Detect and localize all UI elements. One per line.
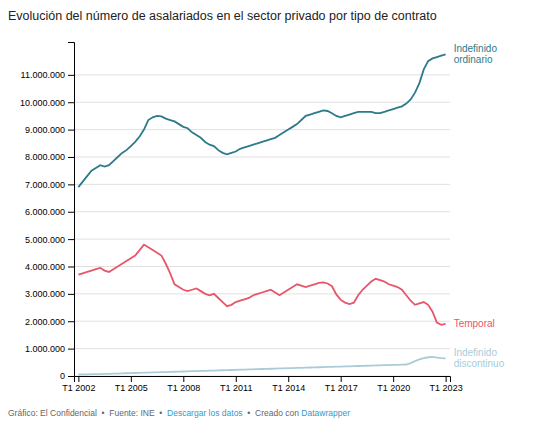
grid-line [74, 156, 450, 157]
y-tick-label: 0 [60, 371, 65, 381]
y-tick-mark [68, 212, 74, 213]
grid-line [74, 184, 450, 185]
grid-line [74, 74, 450, 75]
y-tick-label: 7.000.000 [25, 180, 65, 190]
y-tick-mark [68, 102, 74, 103]
footnote-part: Descargar los datos [167, 408, 243, 418]
x-tick-label: T1 2020 [377, 383, 410, 393]
lines [78, 54, 445, 374]
x-tick-label: T1 2014 [272, 383, 305, 393]
y-tick: 11.000.000 [21, 70, 74, 80]
title: Evolución del número de asalariados en e… [8, 9, 437, 23]
x-tick-mark [78, 376, 79, 382]
y-axis-line [68, 43, 75, 377]
x-tick-label: T1 2023 [430, 383, 463, 393]
y-tick-label: 11.000.000 [21, 70, 65, 80]
x-tick-mark [446, 376, 447, 382]
series-labels: Indefinidoordinario Temporal Indefinidodis… [454, 42, 505, 369]
series-label: Temporal [454, 318, 495, 329]
grid-line [74, 102, 450, 103]
x-tick: T1 2002 [62, 376, 95, 393]
series-line [78, 54, 445, 187]
x-tick-label: T1 2002 [62, 383, 95, 393]
y-tick-mark [68, 266, 74, 267]
grid-line [74, 321, 450, 322]
y-tick: 4.000.000 [25, 262, 74, 272]
x-tick-mark [341, 376, 342, 382]
x-tick: T1 2017 [325, 376, 358, 393]
y-axis: 0 1.000.000 2.000.000 3.000.000 4.000.000 5.0… [20, 43, 75, 382]
y-tick-mark [68, 294, 74, 295]
series-label: Indefinidodiscontinuo [454, 346, 505, 369]
y-tick-label: 1.000.000 [25, 344, 65, 354]
chart: Evolución del número de asalariados en e… [0, 0, 550, 424]
y-tick: 10.000.000 [20, 98, 74, 108]
y-tick-mark [68, 321, 74, 322]
series-label: Indefinidoordinario [454, 42, 498, 65]
y-tick: 1.000.000 [25, 344, 74, 354]
y-tick-mark [68, 349, 74, 350]
y-tick-mark [68, 130, 74, 131]
x-axis: T1 2002 T1 2005 T1 2008 T1 2011 T1 2014 T1 20… [62, 376, 462, 393]
x-tick: T1 2020 [377, 376, 410, 393]
x-tick-mark [236, 376, 237, 382]
grid-line [74, 129, 450, 130]
y-tick-label: 3.000.000 [25, 289, 65, 299]
y-tick-mark [68, 376, 74, 377]
y-tick: 0 [60, 371, 74, 381]
footnote-part: • Creado con [243, 408, 302, 418]
y-tick: 6.000.000 [25, 207, 74, 217]
grid [74, 75, 450, 376]
x-tick-label: T1 2011 [220, 383, 252, 393]
footnote-part: Datawrapper [301, 408, 350, 418]
y-tick: 2.000.000 [25, 317, 74, 327]
x-axis-line [75, 377, 451, 383]
x-tick: T1 2011 [220, 376, 252, 393]
y-tick: 7.000.000 [25, 180, 74, 190]
x-tick: T1 2008 [167, 376, 200, 393]
x-tick-mark [131, 376, 132, 382]
y-tick-label: 8.000.000 [25, 152, 65, 162]
grid-line [74, 293, 450, 294]
series-line [78, 245, 445, 325]
x-tick-label: T1 2017 [325, 383, 358, 393]
y-tick-mark [68, 184, 74, 185]
x-tick-mark [393, 376, 394, 382]
x-tick-label: T1 2008 [167, 383, 200, 393]
y-tick: 9.000.000 [25, 125, 74, 135]
x-tick-mark [288, 376, 289, 382]
footnote-part: Gráfico: El Confidencial • Fuente: INE • [8, 408, 167, 418]
x-tick: T1 2014 [272, 376, 305, 393]
y-tick-label: 6.000.000 [25, 207, 65, 217]
y-tick-label: 10.000.000 [20, 98, 65, 108]
y-tick-label: 9.000.000 [25, 125, 65, 135]
y-tick-mark [68, 239, 74, 240]
series-line [78, 357, 445, 375]
grid-line [74, 211, 450, 212]
x-tick-label: T1 2005 [115, 383, 148, 393]
x-tick-mark [183, 376, 184, 382]
footnote: Gráfico: El Confidencial • Fuente: INE •… [8, 408, 350, 418]
y-tick-mark [68, 75, 74, 76]
grid-line [74, 239, 450, 240]
y-tick: 5.000.000 [25, 234, 74, 244]
y-tick-label: 5.000.000 [25, 234, 65, 244]
y-tick-label: 4.000.000 [25, 262, 65, 272]
y-tick: 3.000.000 [25, 289, 74, 299]
grid-line [74, 348, 450, 349]
y-tick-label: 2.000.000 [25, 317, 65, 327]
x-tick: T1 2005 [115, 376, 148, 393]
x-tick: T1 2023 [430, 376, 463, 393]
y-tick-mark [68, 157, 74, 158]
y-tick: 8.000.000 [25, 152, 74, 162]
grid-line [74, 266, 450, 267]
